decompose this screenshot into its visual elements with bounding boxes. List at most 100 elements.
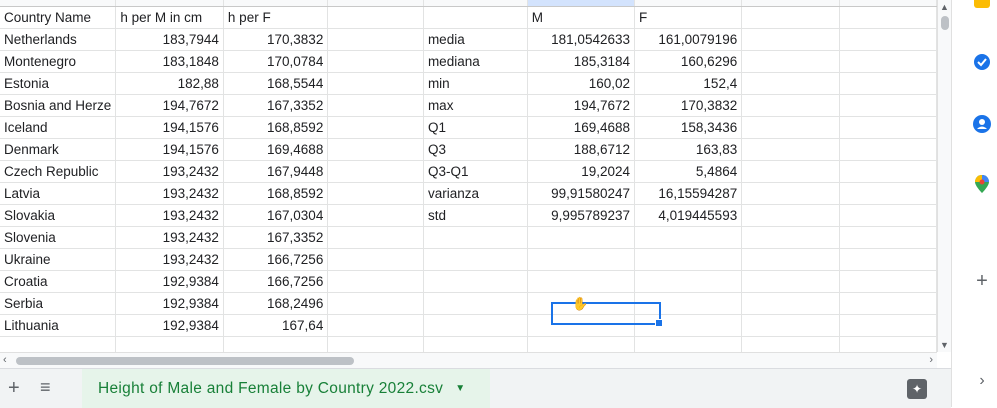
table-cell[interactable]: 158,3436: [634, 116, 743, 139]
table-cell[interactable]: Montenegro: [0, 50, 117, 73]
table-cell[interactable]: mediana: [423, 50, 528, 73]
table-cell[interactable]: [327, 28, 424, 51]
table-cell[interactable]: 167,64: [223, 314, 329, 337]
table-cell[interactable]: 160,6296: [634, 50, 743, 73]
table-cell[interactable]: 193,2432: [115, 248, 224, 271]
table-cell[interactable]: 183,1848: [115, 50, 224, 73]
table-cell[interactable]: 194,1576: [115, 138, 224, 161]
table-cell[interactable]: [327, 292, 424, 315]
table-cell[interactable]: M: [527, 6, 636, 29]
table-cell[interactable]: [741, 226, 840, 249]
table-cell[interactable]: 168,5544: [223, 72, 329, 95]
table-cell[interactable]: [327, 116, 424, 139]
table-cell[interactable]: 194,7672: [115, 94, 224, 117]
table-cell[interactable]: 194,7672: [527, 94, 636, 117]
table-cell[interactable]: [327, 138, 424, 161]
table-cell[interactable]: h per M in cm: [115, 6, 224, 29]
table-cell[interactable]: h per F: [223, 6, 329, 29]
table-cell[interactable]: [839, 226, 937, 249]
table-cell[interactable]: 193,2432: [115, 182, 224, 205]
table-cell[interactable]: [839, 182, 937, 205]
table-cell[interactable]: Bosnia and Herze: [0, 94, 117, 117]
table-cell[interactable]: 167,3352: [223, 94, 329, 117]
scroll-left-icon[interactable]: ‹: [3, 354, 7, 366]
table-cell[interactable]: 185,3184: [527, 50, 636, 73]
scroll-up-icon[interactable]: ▲: [940, 2, 949, 12]
table-cell[interactable]: [327, 6, 424, 29]
table-cell[interactable]: 166,7256: [223, 248, 329, 271]
table-cell[interactable]: Slovenia: [0, 226, 117, 249]
table-cell[interactable]: [741, 248, 840, 271]
table-cell[interactable]: Netherlands: [0, 28, 117, 51]
tasks-icon[interactable]: [972, 52, 992, 72]
table-cell[interactable]: [327, 94, 424, 117]
table-cell[interactable]: Iceland: [0, 116, 117, 139]
add-sheet-icon[interactable]: +: [8, 377, 20, 399]
table-cell[interactable]: Croatia: [0, 270, 117, 293]
table-cell[interactable]: [527, 226, 636, 249]
horizontal-scrollbar[interactable]: ‹ ›: [0, 352, 937, 369]
table-cell[interactable]: [327, 270, 424, 293]
table-cell[interactable]: 168,8592: [223, 182, 329, 205]
table-cell[interactable]: 163,83: [634, 138, 743, 161]
table-cell[interactable]: 167,0304: [223, 204, 329, 227]
table-cell[interactable]: 16,15594287: [634, 182, 743, 205]
chevron-down-icon[interactable]: ▼: [455, 383, 466, 394]
table-cell[interactable]: [423, 336, 528, 352]
table-cell[interactable]: max: [423, 94, 528, 117]
table-cell[interactable]: [741, 50, 840, 73]
table-cell[interactable]: Ukraine: [0, 248, 117, 271]
table-cell[interactable]: [839, 28, 937, 51]
table-cell[interactable]: [634, 292, 743, 315]
table-cell[interactable]: 193,2432: [115, 204, 224, 227]
table-cell[interactable]: [0, 336, 117, 352]
scroll-right-icon[interactable]: ›: [929, 354, 933, 366]
table-cell[interactable]: [327, 182, 424, 205]
table-cell[interactable]: 99,91580247: [527, 182, 636, 205]
table-cell[interactable]: [527, 314, 636, 337]
table-cell[interactable]: [423, 248, 528, 271]
table-cell[interactable]: 193,2432: [115, 160, 224, 183]
table-cell[interactable]: [839, 248, 937, 271]
table-cell[interactable]: 182,88: [115, 72, 224, 95]
table-cell[interactable]: Q1: [423, 116, 528, 139]
table-cell[interactable]: [741, 160, 840, 183]
contacts-icon[interactable]: [972, 114, 992, 134]
table-cell[interactable]: 167,9448: [223, 160, 329, 183]
vertical-scrollbar[interactable]: ▲ ▼: [937, 0, 952, 352]
table-cell[interactable]: Q3-Q1: [423, 160, 528, 183]
table-cell[interactable]: [327, 160, 424, 183]
table-cell[interactable]: [327, 248, 424, 271]
table-cell[interactable]: varianza: [423, 182, 528, 205]
table-cell[interactable]: 192,9384: [115, 270, 224, 293]
spreadsheet-grid[interactable]: Country Name h per M in cm h per F M F Nether…: [0, 0, 937, 352]
table-cell[interactable]: media: [423, 28, 528, 51]
table-cell[interactable]: [634, 226, 743, 249]
table-cell[interactable]: 167,3352: [223, 226, 329, 249]
table-cell[interactable]: std: [423, 204, 528, 227]
table-cell[interactable]: [839, 314, 937, 337]
table-cell[interactable]: 188,6712: [527, 138, 636, 161]
table-cell[interactable]: 19,2024: [527, 160, 636, 183]
table-cell[interactable]: 152,4: [634, 72, 743, 95]
table-cell[interactable]: 170,3832: [223, 28, 329, 51]
table-cell[interactable]: [839, 292, 937, 315]
table-cell[interactable]: Denmark: [0, 138, 117, 161]
table-cell[interactable]: [741, 116, 840, 139]
table-cell[interactable]: [327, 50, 424, 73]
table-cell[interactable]: [423, 6, 528, 29]
table-cell[interactable]: [839, 160, 937, 183]
table-cell[interactable]: Serbia: [0, 292, 117, 315]
table-cell[interactable]: [741, 28, 840, 51]
table-cell[interactable]: 160,02: [527, 72, 636, 95]
sheet-tab[interactable]: Height of Male and Female by Country 202…: [82, 369, 490, 408]
table-cell[interactable]: 194,1576: [115, 116, 224, 139]
table-cell[interactable]: 192,9384: [115, 292, 224, 315]
table-cell[interactable]: [839, 336, 937, 352]
table-cell[interactable]: 161,0079196: [634, 28, 743, 51]
table-cell[interactable]: [839, 6, 937, 29]
table-cell[interactable]: [741, 204, 840, 227]
table-cell[interactable]: Estonia: [0, 72, 117, 95]
horizontal-scroll-thumb[interactable]: [16, 357, 354, 365]
table-cell[interactable]: [741, 138, 840, 161]
